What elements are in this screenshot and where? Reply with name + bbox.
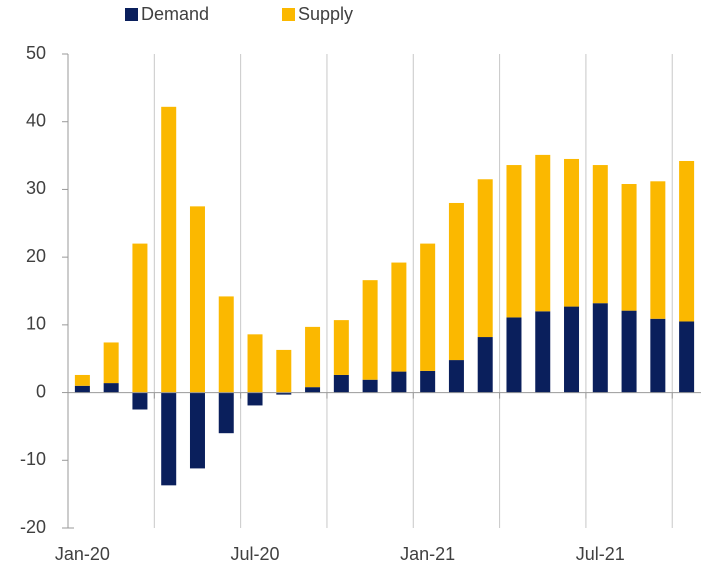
y-tick-label: 30: [26, 178, 46, 198]
bar: [305, 326, 321, 388]
bar: [247, 334, 263, 393]
bar: [247, 392, 263, 406]
legend-label: Demand: [141, 4, 209, 24]
bar: [650, 181, 666, 319]
bar: [448, 202, 464, 361]
y-tick-label: -20: [20, 517, 46, 537]
legend-label: Supply: [298, 4, 353, 24]
y-tick-label: 50: [26, 43, 46, 63]
bar: [592, 303, 608, 393]
bar: [218, 392, 234, 434]
bar: [564, 306, 580, 393]
bar: [621, 184, 637, 311]
bar: [564, 158, 580, 307]
legend-swatch: [125, 8, 138, 21]
bar: [74, 385, 90, 393]
bar: [132, 392, 148, 410]
bar: [477, 337, 493, 393]
y-tick-label: -10: [20, 449, 46, 469]
bar: [189, 206, 205, 393]
bar: [189, 392, 205, 469]
y-tick-label: 0: [36, 381, 46, 401]
x-tick-label: Jan-21: [400, 544, 455, 564]
bar: [420, 370, 436, 393]
bar: [276, 392, 292, 395]
bar: [132, 243, 148, 393]
bar: [305, 387, 321, 393]
bar: [679, 321, 695, 393]
y-tick-label: 10: [26, 314, 46, 334]
bar: [333, 320, 349, 375]
bar: [420, 243, 436, 371]
x-tick-label: Jul-20: [231, 544, 280, 564]
bar: [506, 317, 522, 393]
bar: [74, 374, 90, 386]
bar: [621, 310, 637, 393]
bar: [448, 360, 464, 393]
bar: [103, 383, 119, 393]
bar: [218, 296, 234, 393]
bar: [535, 154, 551, 312]
bar: [333, 374, 349, 393]
bar: [391, 371, 407, 393]
x-tick-label: Jul-21: [576, 544, 625, 564]
bar: [650, 318, 666, 393]
y-tick-label: 40: [26, 110, 46, 130]
legend-swatch: [282, 8, 295, 21]
bar: [679, 160, 695, 322]
bar: [362, 379, 378, 393]
y-tick-label: 20: [26, 246, 46, 266]
bar: [391, 262, 407, 372]
x-tick-label: Jan-20: [55, 544, 110, 564]
bar: [535, 311, 551, 393]
bar: [276, 349, 292, 393]
bar: [362, 280, 378, 380]
bar: [161, 106, 177, 393]
bar: [592, 165, 608, 304]
bar: [161, 392, 177, 486]
bar: [477, 179, 493, 338]
bar: [506, 165, 522, 318]
bar: [103, 342, 119, 384]
